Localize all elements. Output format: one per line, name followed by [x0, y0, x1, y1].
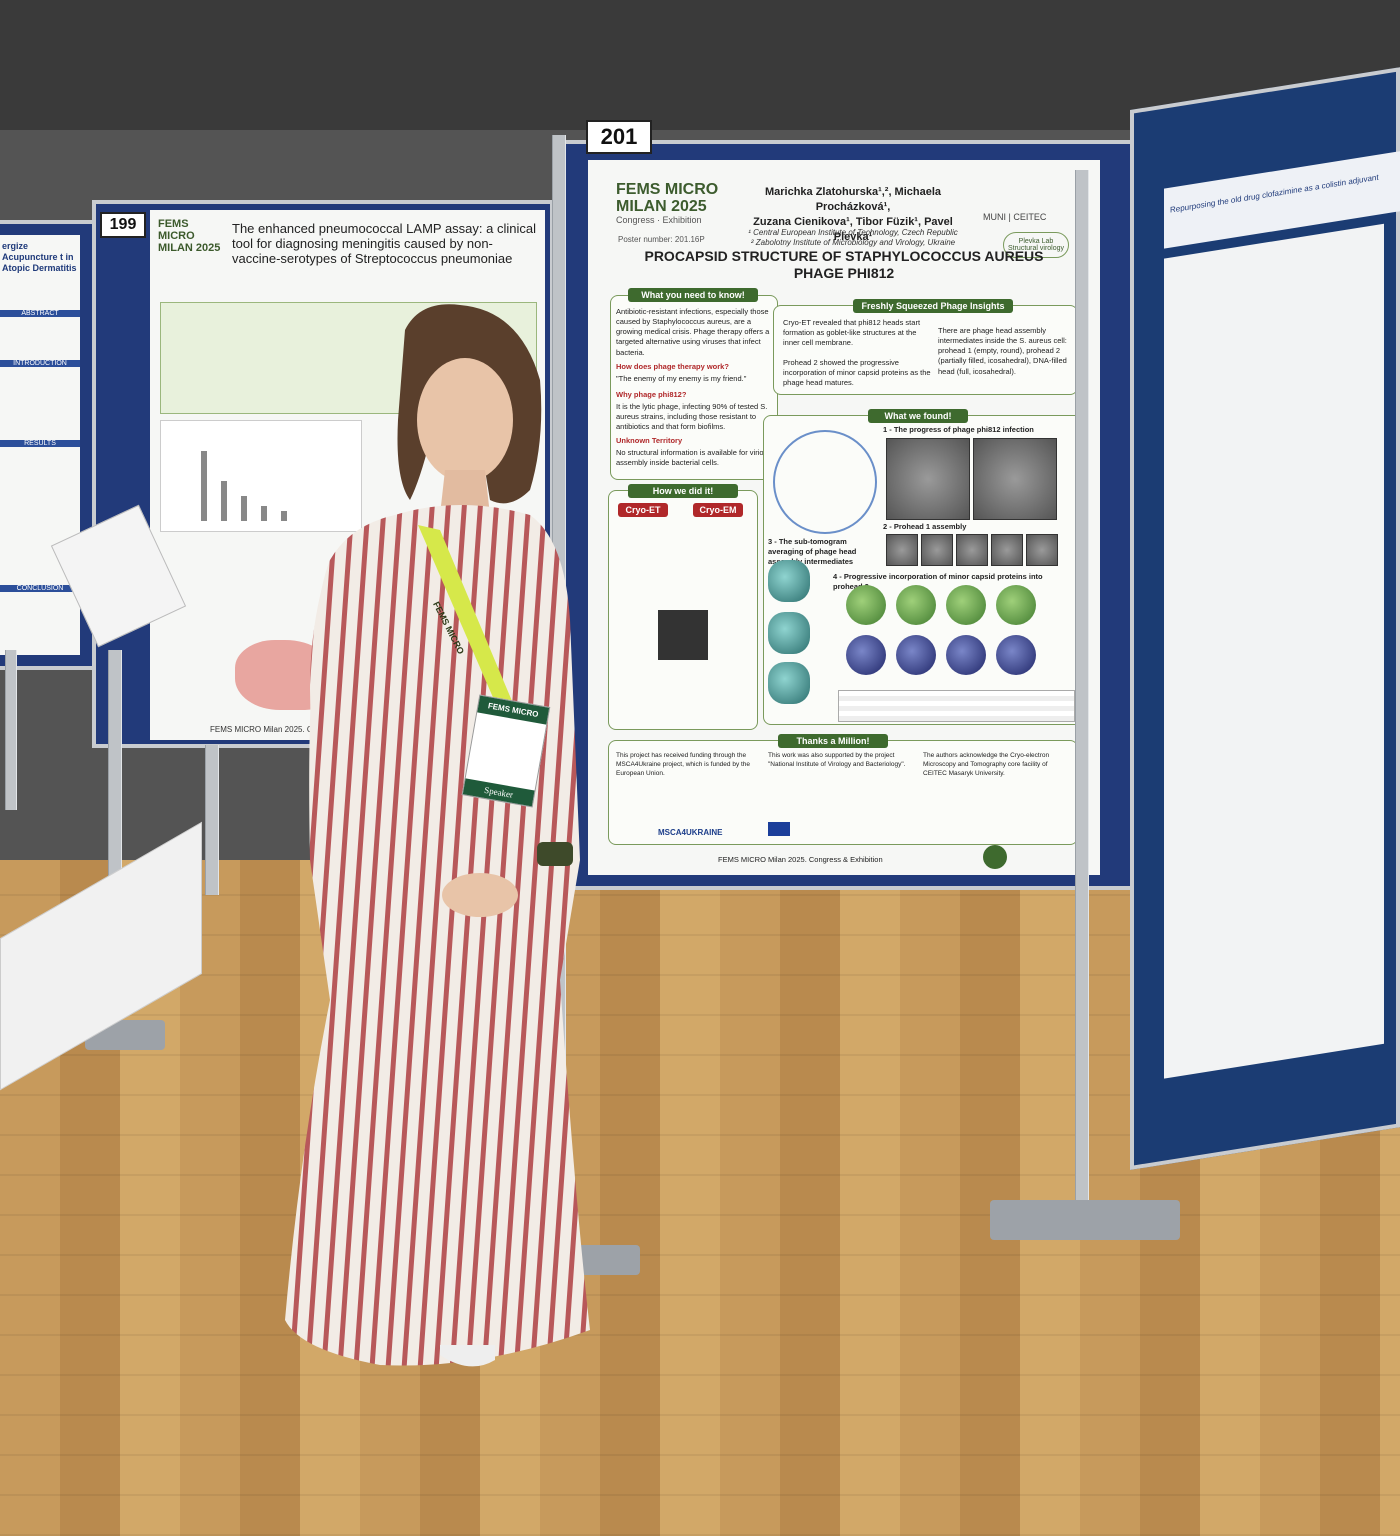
need-q2: Why phage phi812?: [616, 390, 687, 399]
capsid-blue-1: [846, 635, 886, 675]
poster-far-left: ergize Acupuncture t in Atopic Dermatiti…: [0, 235, 80, 655]
far-left-sec-abstract: ABSTRACT: [0, 310, 80, 317]
poster-201: FEMS MICRO MILAN 2025 Congress · Exhibit…: [588, 160, 1100, 875]
far-left-sec-results: RESULTS: [0, 440, 80, 447]
micrograph-5: [956, 534, 988, 566]
insight-3: There are phage head assembly intermedia…: [938, 326, 1067, 376]
poster-201-authors: Marichka Zlatohurska¹,², Michaela Prochá…: [738, 185, 968, 244]
poster-199-bar-chart: [160, 420, 362, 532]
need-a3: No structural information is available f…: [616, 448, 768, 468]
fems-f-logo: [983, 845, 1007, 869]
capsid-green-1: [846, 585, 886, 625]
poster-201-logo: FEMS MICRO MILAN 2025 Congress · Exhibit…: [616, 181, 719, 225]
poster-201-title: PROCAPSID STRUCTURE OF STAPHYLOCOCCUS AU…: [644, 248, 1044, 281]
found-1: 1 - The progress of phage phi812 infecti…: [883, 425, 1034, 434]
insight-1: Cryo-ET revealed that phi812 heads start…: [783, 318, 921, 348]
section-found-heading: What we found!: [868, 409, 968, 423]
section-insights-heading: Freshly Squeezed Phage Insights: [853, 299, 1013, 313]
thanks-3: The authors acknowledge the Cryo-electro…: [923, 752, 1050, 777]
lanyard-strap: [418, 525, 520, 725]
occupancy-table: [838, 690, 1075, 722]
section-thanks-heading: Thanks a Million!: [778, 734, 888, 748]
section-did-heading: How we did it!: [628, 484, 738, 498]
authors-line2: Zuzana Cienikova¹, Tibor Füzik¹, Pavel P…: [753, 215, 953, 243]
micrograph-6: [991, 534, 1023, 566]
found-4: 4 - Progressive incorporation of minor c…: [833, 572, 1043, 592]
section-need-heading: What you need to know!: [628, 288, 758, 302]
affiliation-1: ¹ Central European Institute of Technolo…: [748, 228, 958, 237]
thanks-1: This project has received funding throug…: [616, 752, 751, 777]
pole-main-right: [1075, 170, 1089, 1240]
need-text: Antibiotic-resistant infections, especia…: [616, 307, 770, 357]
poster-201-number-label: Poster number: 201.16P: [618, 235, 705, 244]
capsid-green-2: [896, 585, 936, 625]
micrograph-2: [973, 438, 1057, 520]
capsid-blue-4: [996, 635, 1036, 675]
capsid-blue-3: [946, 635, 986, 675]
insight-2: Prohead 2 showed the progressive incorpo…: [783, 358, 931, 388]
poster-199-title: The enhanced pneumococcal LAMP assay: a …: [232, 221, 536, 266]
micrograph-7: [1026, 534, 1058, 566]
shoe: [440, 1345, 495, 1367]
capsid-green-3: [946, 585, 986, 625]
micrograph-3: [886, 534, 918, 566]
stand-foot-3: [990, 1200, 1180, 1240]
need-a2: It is the lytic phage, infecting 90% of …: [616, 402, 768, 432]
poster-number-201: 201: [586, 120, 652, 154]
capsid-model-3: [768, 662, 810, 704]
capsid-blue-2: [896, 635, 936, 675]
thanks-2: This work was also supported by the proj…: [768, 752, 906, 768]
watch: [537, 842, 573, 866]
pole-left-2: [205, 745, 219, 895]
poster-201-affiliations: ¹ Central European Institute of Technolo…: [738, 228, 968, 249]
authors-line1: Marichka Zlatohurska¹,², Michaela Prochá…: [764, 186, 942, 213]
msca-logo: MSCA4UKRAINE: [658, 828, 723, 837]
capsid-green-4: [996, 585, 1036, 625]
poster-199-footer: FEMS MICRO Milan 2025. Congress & Ex: [210, 725, 361, 734]
section-thanks-box: [608, 740, 1078, 845]
cryo-em-label: Cryo-EM: [693, 503, 743, 517]
micrograph-1: [886, 438, 970, 520]
poster-201-institutions: MUNI | CEITEC: [983, 212, 1047, 222]
left-arm: [310, 560, 470, 900]
found-2: 2 - Prohead 1 assembly: [883, 522, 967, 531]
micrograph-4: [921, 534, 953, 566]
poster-number-199: 199: [100, 212, 146, 238]
capsid-model-1: [768, 560, 810, 602]
capsid-model-2: [768, 612, 810, 654]
far-left-sec-conclusion: CONCLUSION: [0, 585, 80, 592]
far-left-sec-intro: INTRODUCTION: [0, 360, 80, 367]
section-insights-box: [773, 305, 1078, 395]
need-a1: "The enemy of my enemy is my friend.": [616, 374, 747, 383]
poster-199-logo: FEMS MICRO MILAN 2025: [158, 218, 221, 255]
far-left-title: ergize Acupuncture t in Atopic Dermatiti…: [2, 241, 77, 273]
hands: [442, 873, 518, 917]
found-3: 3 - The sub-tomogram averaging of phage …: [768, 537, 857, 567]
affiliation-2: ² Zabolotny Institute of Microbiology an…: [750, 238, 956, 248]
phage-cycle-diagram: [773, 430, 877, 534]
poster-201-footer: FEMS MICRO Milan 2025. Congress & Exhibi…: [718, 855, 883, 864]
cryo-et-label: Cryo-ET: [618, 503, 668, 517]
eu-flag-icon: [768, 822, 790, 836]
logo-line3: Congress · Exhibition: [616, 214, 702, 225]
face: [417, 358, 513, 482]
method-workflow-graphic: [658, 610, 708, 660]
neck: [440, 470, 490, 515]
need-q3: Unknown Territory: [616, 436, 683, 445]
need-q1: How does phage therapy work?: [616, 362, 729, 371]
poster-201-lab-logo: Plevka Lab Structural virology: [1003, 232, 1069, 258]
logo-line1: FEMS MICRO: [616, 181, 719, 198]
pole-far-left: [5, 650, 17, 810]
right-arm: [470, 560, 561, 900]
logo-line2: MILAN 2025: [616, 197, 707, 215]
